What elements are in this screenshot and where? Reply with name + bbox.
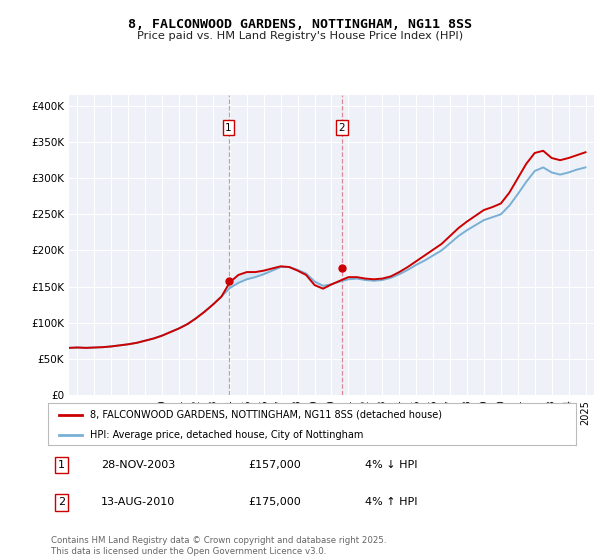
Text: 4% ↑ HPI: 4% ↑ HPI (365, 497, 418, 507)
Text: Price paid vs. HM Land Registry's House Price Index (HPI): Price paid vs. HM Land Registry's House … (137, 31, 463, 41)
Text: 8, FALCONWOOD GARDENS, NOTTINGHAM, NG11 8SS: 8, FALCONWOOD GARDENS, NOTTINGHAM, NG11 … (128, 18, 472, 31)
Text: HPI: Average price, detached house, City of Nottingham: HPI: Average price, detached house, City… (90, 430, 364, 440)
Text: £175,000: £175,000 (248, 497, 301, 507)
Text: 1: 1 (225, 123, 232, 133)
Text: £157,000: £157,000 (248, 460, 301, 470)
Text: 28-NOV-2003: 28-NOV-2003 (101, 460, 175, 470)
Text: 8, FALCONWOOD GARDENS, NOTTINGHAM, NG11 8SS (detached house): 8, FALCONWOOD GARDENS, NOTTINGHAM, NG11 … (90, 410, 442, 420)
Text: 2: 2 (58, 497, 65, 507)
Text: 2: 2 (338, 123, 346, 133)
Text: 4% ↓ HPI: 4% ↓ HPI (365, 460, 418, 470)
Text: 1: 1 (58, 460, 65, 470)
Text: Contains HM Land Registry data © Crown copyright and database right 2025.
This d: Contains HM Land Registry data © Crown c… (51, 536, 386, 556)
Text: 13-AUG-2010: 13-AUG-2010 (101, 497, 175, 507)
